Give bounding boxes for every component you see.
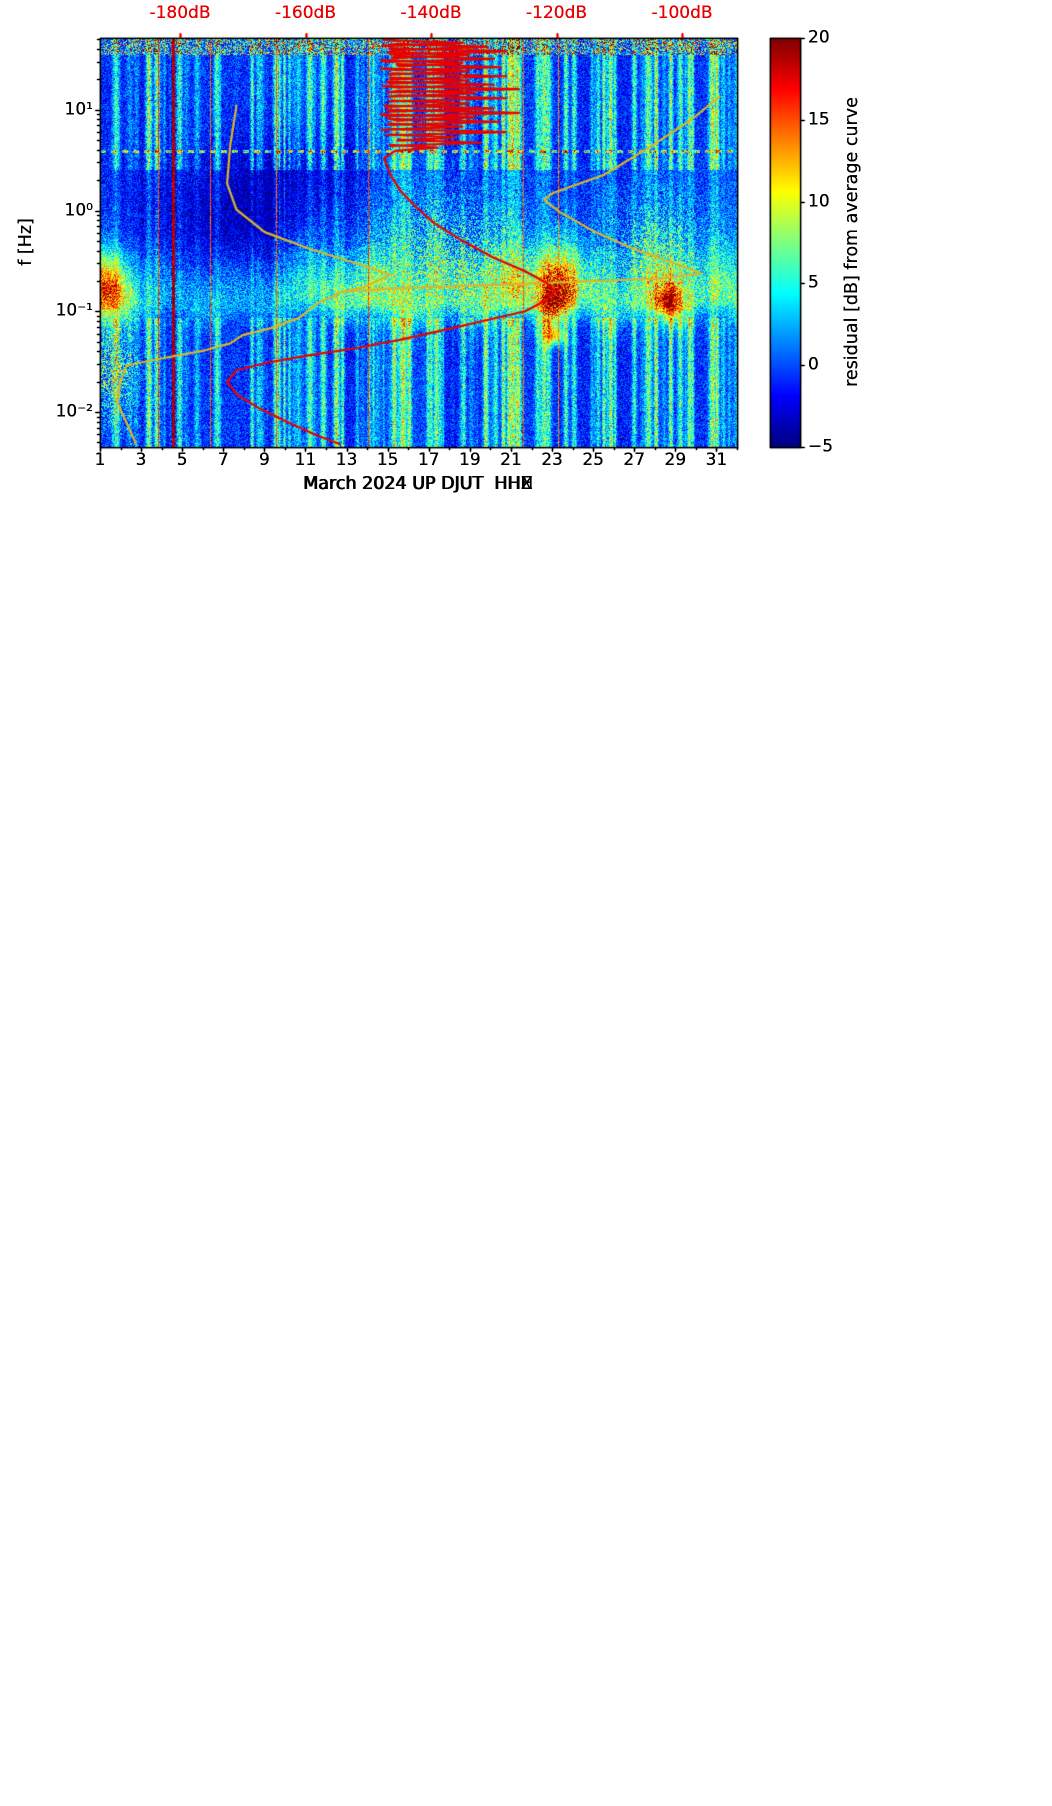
- top-axis-tick-label: -180dB: [149, 3, 211, 23]
- x-tick-label: 15: [376, 450, 399, 470]
- colorbar-tick-label: 20: [808, 27, 830, 48]
- x-tick-label: 17: [417, 450, 440, 470]
- colorbar-label: residual [dB] from average curve: [842, 97, 862, 387]
- x-tick-label: 5: [176, 450, 188, 470]
- y-tick-label: 10⁻¹: [55, 300, 93, 321]
- x-axis-label: March 2024 UP DJUT HHZ: [303, 474, 533, 494]
- y-tick-label: 10¹: [64, 99, 93, 120]
- y-tick-label: 10⁻²: [55, 401, 93, 422]
- x-tick-label: 27: [623, 450, 646, 470]
- x-tick-label: 29: [664, 450, 687, 470]
- y-tick-label: 10⁰: [64, 200, 93, 220]
- top-axis-tick-label: -160dB: [274, 3, 337, 23]
- colorbar-tick-label: 10: [808, 191, 830, 212]
- x-tick-label: 13: [335, 450, 358, 470]
- x-tick-label: 7: [217, 450, 229, 470]
- colorbar-tick-label: −5: [808, 436, 834, 457]
- top-axis-tick-label: -120dB: [525, 3, 588, 23]
- x-tick-label: 31: [705, 450, 728, 470]
- x-tick-label: 23: [541, 450, 563, 470]
- x-tick-label: 21: [500, 450, 522, 470]
- colorbar-tick-label: 15: [808, 109, 830, 130]
- x-tick-label: 9: [258, 450, 270, 470]
- spectrogram-canvas-hhz: [0, 0, 1052, 525]
- x-tick-label: 25: [582, 450, 604, 470]
- x-tick-label: 1: [94, 450, 106, 470]
- colorbar-tick-label: 5: [808, 272, 819, 293]
- top-axis-tick-label: -140dB: [400, 3, 462, 23]
- colorbar-tick-label: 0: [808, 354, 819, 375]
- y-axis-label: f [Hz]: [16, 218, 36, 266]
- spectrogram-panel-hhz: f [Hz] March 2024 UP DJUT HHZ residual […: [0, 0, 1052, 525]
- top-axis-tick-label: -100dB: [651, 3, 713, 23]
- x-tick-label: 19: [459, 450, 481, 470]
- x-tick-label: 11: [294, 450, 317, 470]
- x-tick-label: 3: [135, 450, 147, 470]
